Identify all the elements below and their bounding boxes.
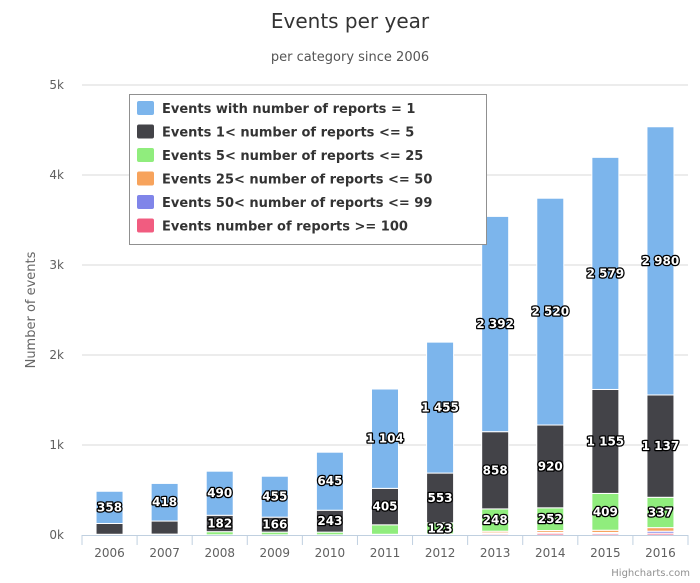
y-axis-title: Number of events — [24, 251, 39, 368]
legend-item[interactable]: Events number of reports >= 100 — [137, 218, 408, 235]
legend-label: Events with number of reports = 1 — [162, 102, 415, 117]
legend-item[interactable]: Events with number of reports = 1 — [137, 101, 415, 117]
x-tick-label: 2011 — [370, 546, 401, 560]
legend-box — [129, 94, 487, 245]
bar-segment[interactable] — [646, 527, 675, 532]
data-label: 920 — [538, 459, 563, 473]
credits-link[interactable]: Highcharts.com — [611, 568, 690, 579]
data-label: 858 — [483, 463, 508, 477]
bar-segment[interactable] — [315, 451, 344, 511]
data-label: 1 137 — [642, 439, 680, 453]
data-label: 1 104 — [366, 432, 404, 446]
bar-segment[interactable] — [150, 482, 179, 522]
data-label: 337 — [648, 505, 673, 519]
bar-segment[interactable] — [481, 215, 510, 433]
bar-segment[interactable] — [371, 388, 399, 489]
x-tick-label: 2006 — [94, 546, 125, 560]
bar-segment[interactable] — [536, 197, 565, 426]
legend-swatch — [137, 195, 154, 209]
legend-swatch — [137, 101, 154, 115]
legend-swatch — [137, 148, 154, 162]
legend-label: Events number of reports >= 100 — [162, 220, 408, 235]
y-tick-label: 2k — [49, 348, 64, 362]
bar-segment[interactable] — [481, 431, 510, 510]
data-label: 123 — [428, 521, 453, 535]
bar-segment[interactable] — [371, 487, 399, 526]
legend-label: Events 5< number of reports <= 25 — [162, 149, 423, 164]
x-tick-label: 2015 — [590, 546, 621, 560]
bar-segment[interactable] — [426, 341, 455, 474]
data-label: 455 — [262, 490, 287, 504]
x-tick-label: 2014 — [535, 546, 566, 560]
chart-title: Events per year — [271, 9, 430, 33]
axes: 2006 2007 2008 2009 2010 2011 2012 2013 2014 2015… — [81, 535, 689, 560]
y-tick-label: 1k — [49, 438, 64, 452]
data-label: 553 — [428, 491, 453, 505]
y-tick-label: 4k — [49, 168, 64, 182]
x-tick-label: 2007 — [149, 546, 180, 560]
bar-segment[interactable] — [95, 522, 124, 535]
legend-label: Events 50< number of reports <= 99 — [162, 196, 432, 211]
data-label: 405 — [372, 500, 397, 514]
bar-segment[interactable] — [646, 394, 675, 498]
data-label: 182 — [207, 516, 232, 530]
bar-segment[interactable] — [260, 475, 289, 518]
data-label: 243 — [317, 514, 342, 528]
data-label: 1 455 — [421, 401, 459, 415]
bars — [95, 126, 675, 536]
bar-segment[interactable] — [591, 492, 620, 531]
bar-segment[interactable] — [95, 490, 124, 524]
x-tick-label: 2013 — [480, 546, 511, 560]
x-tick-label: 2010 — [315, 546, 346, 560]
bar-segment[interactable] — [536, 424, 565, 509]
bar-segment[interactable] — [426, 472, 455, 524]
x-tick-label: 2008 — [204, 546, 235, 560]
data-label: 409 — [593, 505, 618, 519]
data-label: 248 — [483, 513, 508, 527]
legend-item[interactable]: Events 25< number of reports <= 50 — [137, 171, 432, 188]
legend-swatch — [137, 218, 154, 233]
chart-subtitle: per category since 2006 — [271, 50, 429, 65]
data-label: 2 980 — [642, 254, 680, 268]
data-label: 2 392 — [476, 317, 514, 331]
x-tick-label: 2012 — [425, 546, 456, 560]
data-label: 418 — [152, 495, 177, 509]
x-tick-label: 2016 — [645, 546, 676, 560]
bar-segment[interactable] — [150, 520, 179, 535]
bar-segment[interactable] — [371, 524, 399, 535]
legend-swatch — [137, 171, 154, 186]
data-label: 166 — [262, 518, 287, 532]
legend: Events with number of reports = 1 Events … — [129, 94, 487, 245]
data-label: 645 — [317, 474, 342, 488]
x-tick-label: 2009 — [260, 546, 291, 560]
y-tick-label: 5k — [49, 78, 64, 92]
y-tick-label: 3k — [49, 258, 64, 272]
bar-segment[interactable] — [205, 470, 234, 516]
data-labels: 358 418 182 490 166 455 243 645 405 1 104 123 553 1 … — [96, 253, 681, 537]
y-tick-label: 0k — [49, 528, 64, 542]
data-label: 2 579 — [587, 266, 625, 280]
data-label: 1 155 — [587, 434, 625, 448]
data-label: 252 — [538, 512, 563, 526]
legend-item[interactable]: Events 5< number of reports <= 25 — [137, 148, 423, 164]
legend-item[interactable]: Events 50< number of reports <= 99 — [137, 195, 432, 211]
data-label: 2 520 — [531, 305, 569, 319]
data-label: 490 — [207, 486, 232, 500]
legend-label: Events 1< number of reports <= 5 — [162, 126, 414, 141]
legend-item[interactable]: Events 1< number of reports <= 5 — [137, 124, 414, 141]
bar-segment[interactable] — [591, 156, 620, 390]
legend-swatch — [137, 124, 154, 139]
data-label: 358 — [97, 500, 122, 514]
legend-label: Events 25< number of reports <= 50 — [162, 173, 432, 188]
bar-segment[interactable] — [646, 126, 675, 396]
